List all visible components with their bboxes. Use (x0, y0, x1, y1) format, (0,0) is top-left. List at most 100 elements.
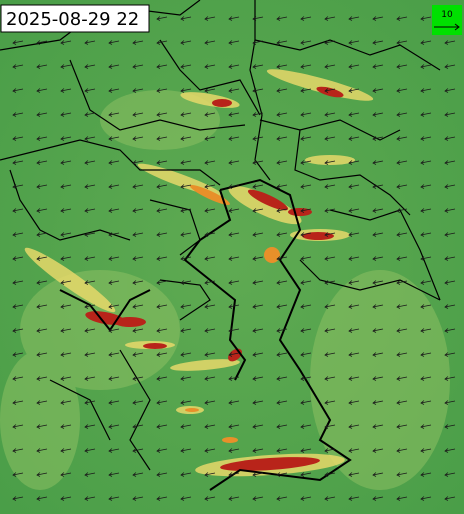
wind-arrow (252, 112, 264, 117)
wind-arrow (300, 376, 312, 381)
wind-arrow (396, 328, 408, 333)
wind-arrow (252, 88, 264, 93)
wind-arrow (12, 328, 24, 333)
wind-arrow (108, 448, 120, 453)
wind-arrow (444, 160, 456, 165)
wind-arrow (300, 424, 312, 429)
wind-arrow (36, 232, 48, 237)
wind-arrow (156, 472, 168, 477)
wind-arrow (372, 88, 384, 93)
wind-arrow (36, 112, 48, 117)
wind-arrow (396, 424, 408, 429)
wind-arrow (204, 16, 216, 21)
wind-arrow (276, 232, 288, 237)
wind-arrow (324, 400, 336, 405)
wind-arrow (300, 184, 312, 189)
wind-arrow (132, 376, 144, 381)
wind-arrow (132, 496, 144, 501)
wind-arrow (60, 232, 72, 237)
wind-arrow (132, 328, 144, 333)
wind-arrow (204, 376, 216, 381)
wind-arrow (108, 232, 120, 237)
wind-arrow (444, 328, 456, 333)
wind-arrow (156, 208, 168, 213)
wind-arrow (228, 352, 240, 357)
wind-arrow (228, 280, 240, 285)
wind-arrow (132, 448, 144, 453)
wind-arrow (348, 112, 360, 117)
wind-arrow (132, 136, 144, 141)
wind-arrow (324, 304, 336, 309)
wind-arrow (204, 256, 216, 261)
wind-arrow (84, 64, 96, 69)
wind-arrow (252, 376, 264, 381)
wind-arrow (108, 88, 120, 93)
wind-arrow (12, 280, 24, 285)
wind-arrow (36, 64, 48, 69)
wind-arrow (396, 448, 408, 453)
wind-arrow (348, 424, 360, 429)
wind-arrow (180, 136, 192, 141)
wind-arrow (228, 232, 240, 237)
wind-arrow (156, 232, 168, 237)
wind-arrow (372, 376, 384, 381)
wind-arrow (252, 40, 264, 45)
wind-arrow (12, 304, 24, 309)
wind-arrow (396, 280, 408, 285)
wind-arrow (204, 184, 216, 189)
wind-arrow (132, 64, 144, 69)
legend-label: 10 (441, 10, 453, 20)
wind-arrow (132, 400, 144, 405)
wind-arrow (60, 112, 72, 117)
wind-arrow (60, 40, 72, 45)
wind-arrow (36, 136, 48, 141)
wind-arrow (372, 448, 384, 453)
wind-arrow (324, 352, 336, 357)
wind-arrow (228, 304, 240, 309)
wind-arrow (180, 352, 192, 357)
wind-arrow (12, 40, 24, 45)
wind-arrow (60, 496, 72, 501)
wind-arrow (420, 352, 432, 357)
wind-arrow (156, 136, 168, 141)
wind-arrow (228, 496, 240, 501)
wind-arrow (324, 112, 336, 117)
wind-arrow (420, 112, 432, 117)
wind-arrow (180, 328, 192, 333)
wind-arrow (84, 328, 96, 333)
wind-arrow (36, 304, 48, 309)
wind-arrow (132, 352, 144, 357)
wind-arrow (276, 160, 288, 165)
wind-arrow (228, 88, 240, 93)
wind-arrow (300, 232, 312, 237)
wind-arrow (396, 496, 408, 501)
wind-arrow (420, 136, 432, 141)
wind-arrow (84, 448, 96, 453)
wind-arrow (300, 160, 312, 165)
wind-arrow (108, 280, 120, 285)
wind-arrow (36, 280, 48, 285)
wind-arrow (420, 64, 432, 69)
wind-arrow (228, 328, 240, 333)
wind-arrow (36, 352, 48, 357)
wind-arrow (420, 304, 432, 309)
wind-arrow (348, 256, 360, 261)
wind-arrow (156, 160, 168, 165)
wind-arrow (444, 88, 456, 93)
wind-arrow (372, 64, 384, 69)
wind-arrow (132, 88, 144, 93)
wind-arrow (60, 256, 72, 261)
wind-arrow (300, 136, 312, 141)
wind-arrow (36, 208, 48, 213)
wind-arrow (252, 136, 264, 141)
wind-arrow (372, 256, 384, 261)
wind-arrow (252, 160, 264, 165)
wind-arrow (84, 496, 96, 501)
wind-arrow (276, 16, 288, 21)
wind-arrow (60, 208, 72, 213)
wind-arrow (420, 256, 432, 261)
wind-arrow (348, 304, 360, 309)
wind-arrow (300, 304, 312, 309)
wind-arrow (300, 280, 312, 285)
wind-arrow (84, 424, 96, 429)
